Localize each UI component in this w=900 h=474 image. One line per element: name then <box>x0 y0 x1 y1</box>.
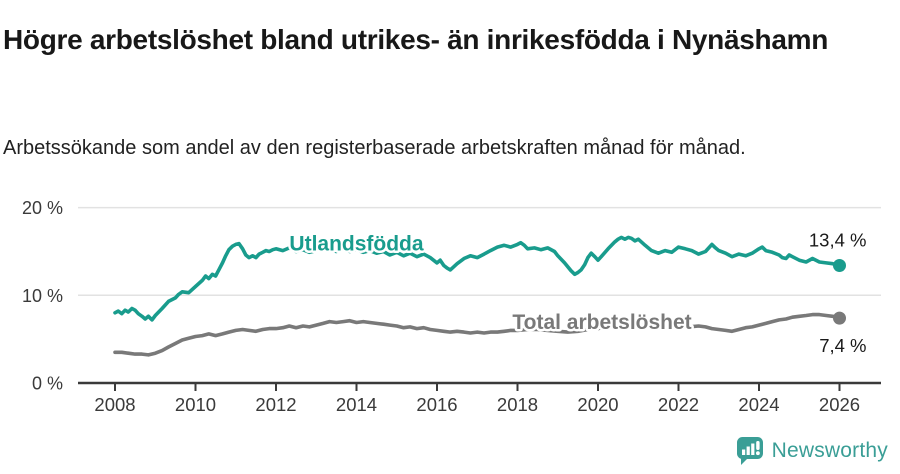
newsworthy-wordmark: Newsworthy <box>771 439 888 462</box>
x-axis-tick-label: 2016 <box>416 394 457 415</box>
x-axis-tick-label: 2014 <box>336 394 377 415</box>
y-axis-tick-label: 20 % <box>22 198 63 218</box>
x-axis-tick-label: 2012 <box>255 394 296 415</box>
x-axis-tick-label: 2020 <box>577 394 618 415</box>
newsworthy-chart-bubble-icon <box>736 437 763 465</box>
x-axis-tick-label: 2010 <box>175 394 216 415</box>
series-inline-label: Utlandsfödda <box>289 233 423 256</box>
x-axis-tick-label: 2018 <box>497 394 538 415</box>
series-line-utlandsf-dda <box>113 235 842 322</box>
series-inline-label: Total arbetslöshet <box>512 311 691 334</box>
x-axis-tick-label: 2022 <box>658 394 699 415</box>
series-end-value-label: 7,4 % <box>819 335 866 356</box>
chart-subtitle: Arbetssökande som andel av den registerb… <box>3 137 746 159</box>
chart-title: Högre arbetslöshet bland utrikes- än inr… <box>3 23 829 55</box>
x-axis-tick-label: 2026 <box>819 394 860 415</box>
series-end-dot <box>833 311 846 325</box>
x-axis-tick-label: 2008 <box>94 394 135 415</box>
series-end-dot <box>833 258 846 272</box>
newsworthy-logo: Newsworthy <box>736 436 888 466</box>
x-axis-tick-label: 2024 <box>738 394 779 415</box>
series-end-value-label: 13,4 % <box>809 229 867 250</box>
series-line-total-arbetsl-shet <box>113 312 842 357</box>
y-axis-tick-label: 10 % <box>22 286 63 306</box>
y-axis-tick-label: 0 % <box>32 374 63 394</box>
